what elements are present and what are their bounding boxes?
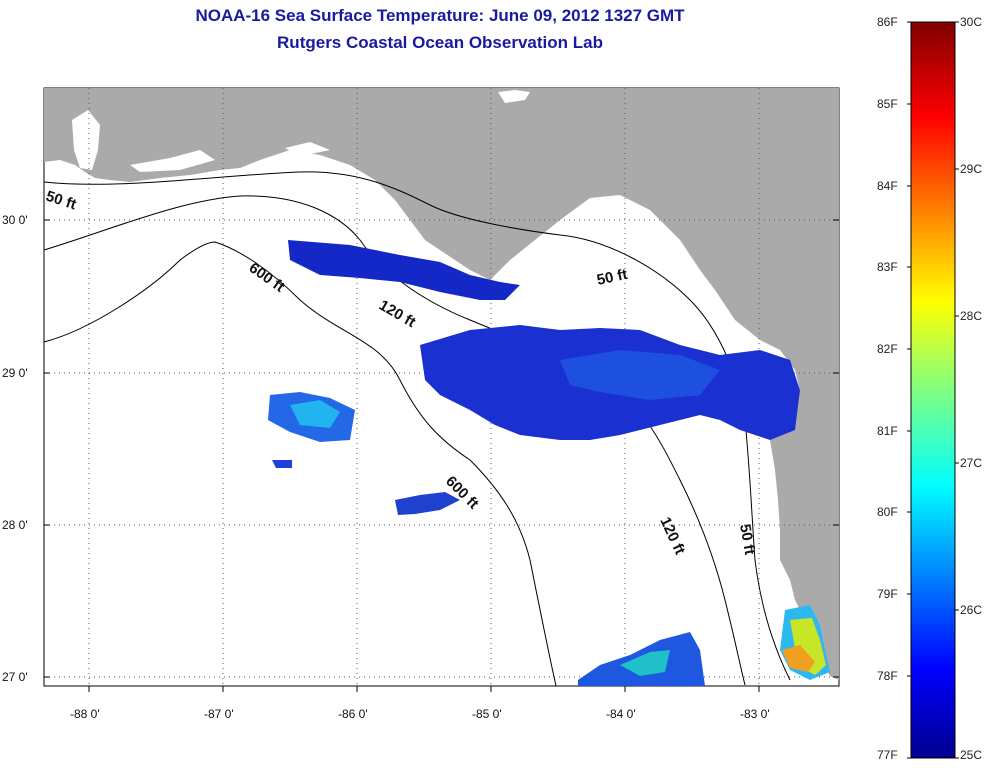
cb-label-78f: 78F — [877, 669, 898, 683]
colorbar — [910, 21, 956, 759]
cb-label-81f: 81F — [877, 424, 898, 438]
contour-label-50ft-south: 50 ft — [736, 523, 758, 556]
lat-labels: 30 0' 29 0' 28 0' 27 0' — [2, 213, 28, 684]
cb-label-30c: 30C — [960, 15, 983, 29]
lon-label-87: -87 0' — [204, 707, 234, 721]
sst-patch-south-cyan — [620, 650, 670, 676]
mobile-bay — [72, 110, 100, 170]
lat-label-29: 29 0' — [2, 366, 28, 380]
lon-label-85: -85 0' — [472, 707, 502, 721]
contour-label-50ft-east: 50 ft — [595, 266, 629, 289]
map-subtitle: Rutgers Coastal Ocean Observation Lab — [277, 33, 603, 52]
sst-patch-bigbend-north — [288, 240, 520, 300]
inland-lake — [498, 90, 530, 103]
sst-patch-small — [272, 460, 292, 468]
lat-label-30: 30 0' — [2, 213, 28, 227]
sst-patch-tampa-orange — [782, 645, 815, 672]
lon-labels: -88 0' -87 0' -86 0' -85 0' -84 0' -83 0… — [70, 707, 770, 721]
sst-patch-central-light — [560, 350, 720, 400]
lon-label-83: -83 0' — [740, 707, 770, 721]
colorbar-ticks — [907, 21, 959, 759]
cb-label-27c: 27C — [960, 456, 983, 470]
cb-label-77f: 77F — [877, 748, 898, 762]
cb-label-86f: 86F — [877, 15, 898, 29]
cb-label-25c: 25C — [960, 748, 983, 762]
lon-label-84: -84 0' — [606, 707, 636, 721]
cb-label-29c: 29C — [960, 162, 983, 176]
cb-label-79f: 79F — [877, 587, 898, 601]
cb-label-26c: 26C — [960, 603, 983, 617]
sst-patch-southwest — [395, 492, 460, 515]
cb-label-84f: 84F — [877, 179, 898, 193]
sst-patch-west-cyan — [290, 400, 340, 428]
sst-data-patches — [268, 240, 830, 686]
cb-label-85f: 85F — [877, 97, 898, 111]
map-title: NOAA-16 Sea Surface Temperature: June 09… — [195, 6, 685, 25]
cb-label-83f: 83F — [877, 260, 898, 274]
choctawhatchee-bay — [285, 142, 330, 156]
axis-ticks — [44, 219, 839, 692]
pensacola-bay — [130, 150, 215, 172]
cb-label-80f: 80F — [877, 505, 898, 519]
lon-label-88: -88 0' — [70, 707, 100, 721]
cb-label-28c: 28C — [960, 309, 983, 323]
land-mass — [44, 88, 839, 680]
lat-label-28: 28 0' — [2, 518, 28, 532]
lon-label-86: -86 0' — [338, 707, 368, 721]
lat-label-27: 27 0' — [2, 670, 28, 684]
cb-label-82f: 82F — [877, 342, 898, 356]
